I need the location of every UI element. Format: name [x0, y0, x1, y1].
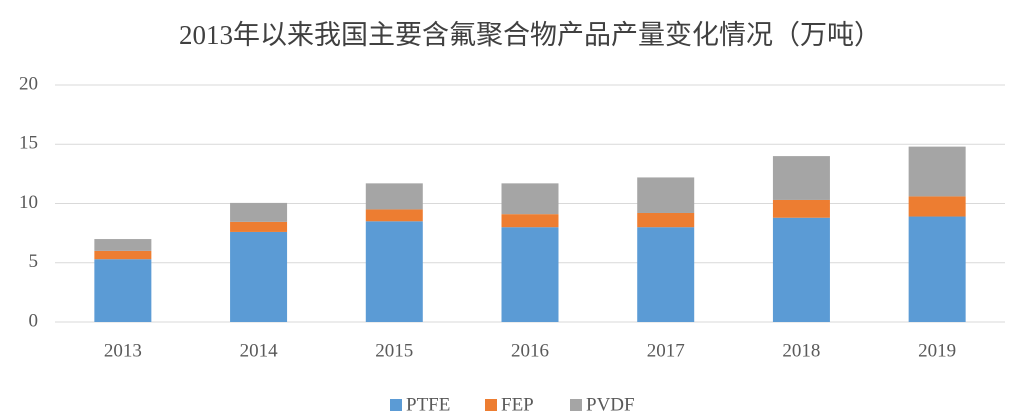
bar-segment: [772, 199, 830, 218]
legend-swatch: [485, 399, 497, 411]
x-tick-label: 2014: [240, 340, 279, 361]
bar-segment: [365, 183, 423, 210]
x-tick-label: 2018: [782, 340, 820, 361]
bar-segment: [908, 196, 966, 217]
y-tick-label: 15: [19, 133, 38, 154]
y-tick-label: 0: [29, 310, 39, 331]
legend-label: PTFE: [406, 394, 450, 415]
bar-segment: [637, 227, 695, 322]
y-tick-label: 20: [19, 73, 38, 94]
x-tick-label: 2017: [647, 340, 685, 361]
bar-segment: [365, 221, 423, 322]
bar-segment: [637, 212, 695, 228]
bar-segment: [230, 202, 288, 222]
bar-segment: [94, 259, 152, 322]
chart-title: 2013年以来我国主要含氟聚合物产品产量变化情况（万吨）: [179, 20, 881, 50]
bar-segment: [365, 209, 423, 222]
bar-segment: [772, 217, 830, 322]
bar-segment: [501, 214, 559, 228]
y-tick-label: 10: [19, 192, 38, 213]
bar-segment: [230, 221, 288, 232]
y-tick-label: 5: [29, 251, 39, 272]
bar-segment: [908, 146, 966, 197]
bar-segment: [501, 183, 559, 215]
legend-label: FEP: [501, 394, 534, 415]
x-tick-label: 2013: [104, 340, 142, 361]
legend-swatch: [390, 399, 402, 411]
bar-segment: [637, 177, 695, 213]
bar-segment: [908, 216, 966, 322]
x-tick-label: 2015: [375, 340, 413, 361]
bar-segment: [772, 156, 830, 200]
bar-segment: [230, 231, 288, 322]
bar-segment: [501, 227, 559, 322]
bar-segment: [94, 250, 152, 260]
legend-swatch: [570, 399, 582, 411]
x-tick-label: 2019: [918, 340, 956, 361]
x-tick-label: 2016: [511, 340, 549, 361]
legend-label: PVDF: [586, 394, 635, 415]
bar-segment: [94, 239, 152, 251]
